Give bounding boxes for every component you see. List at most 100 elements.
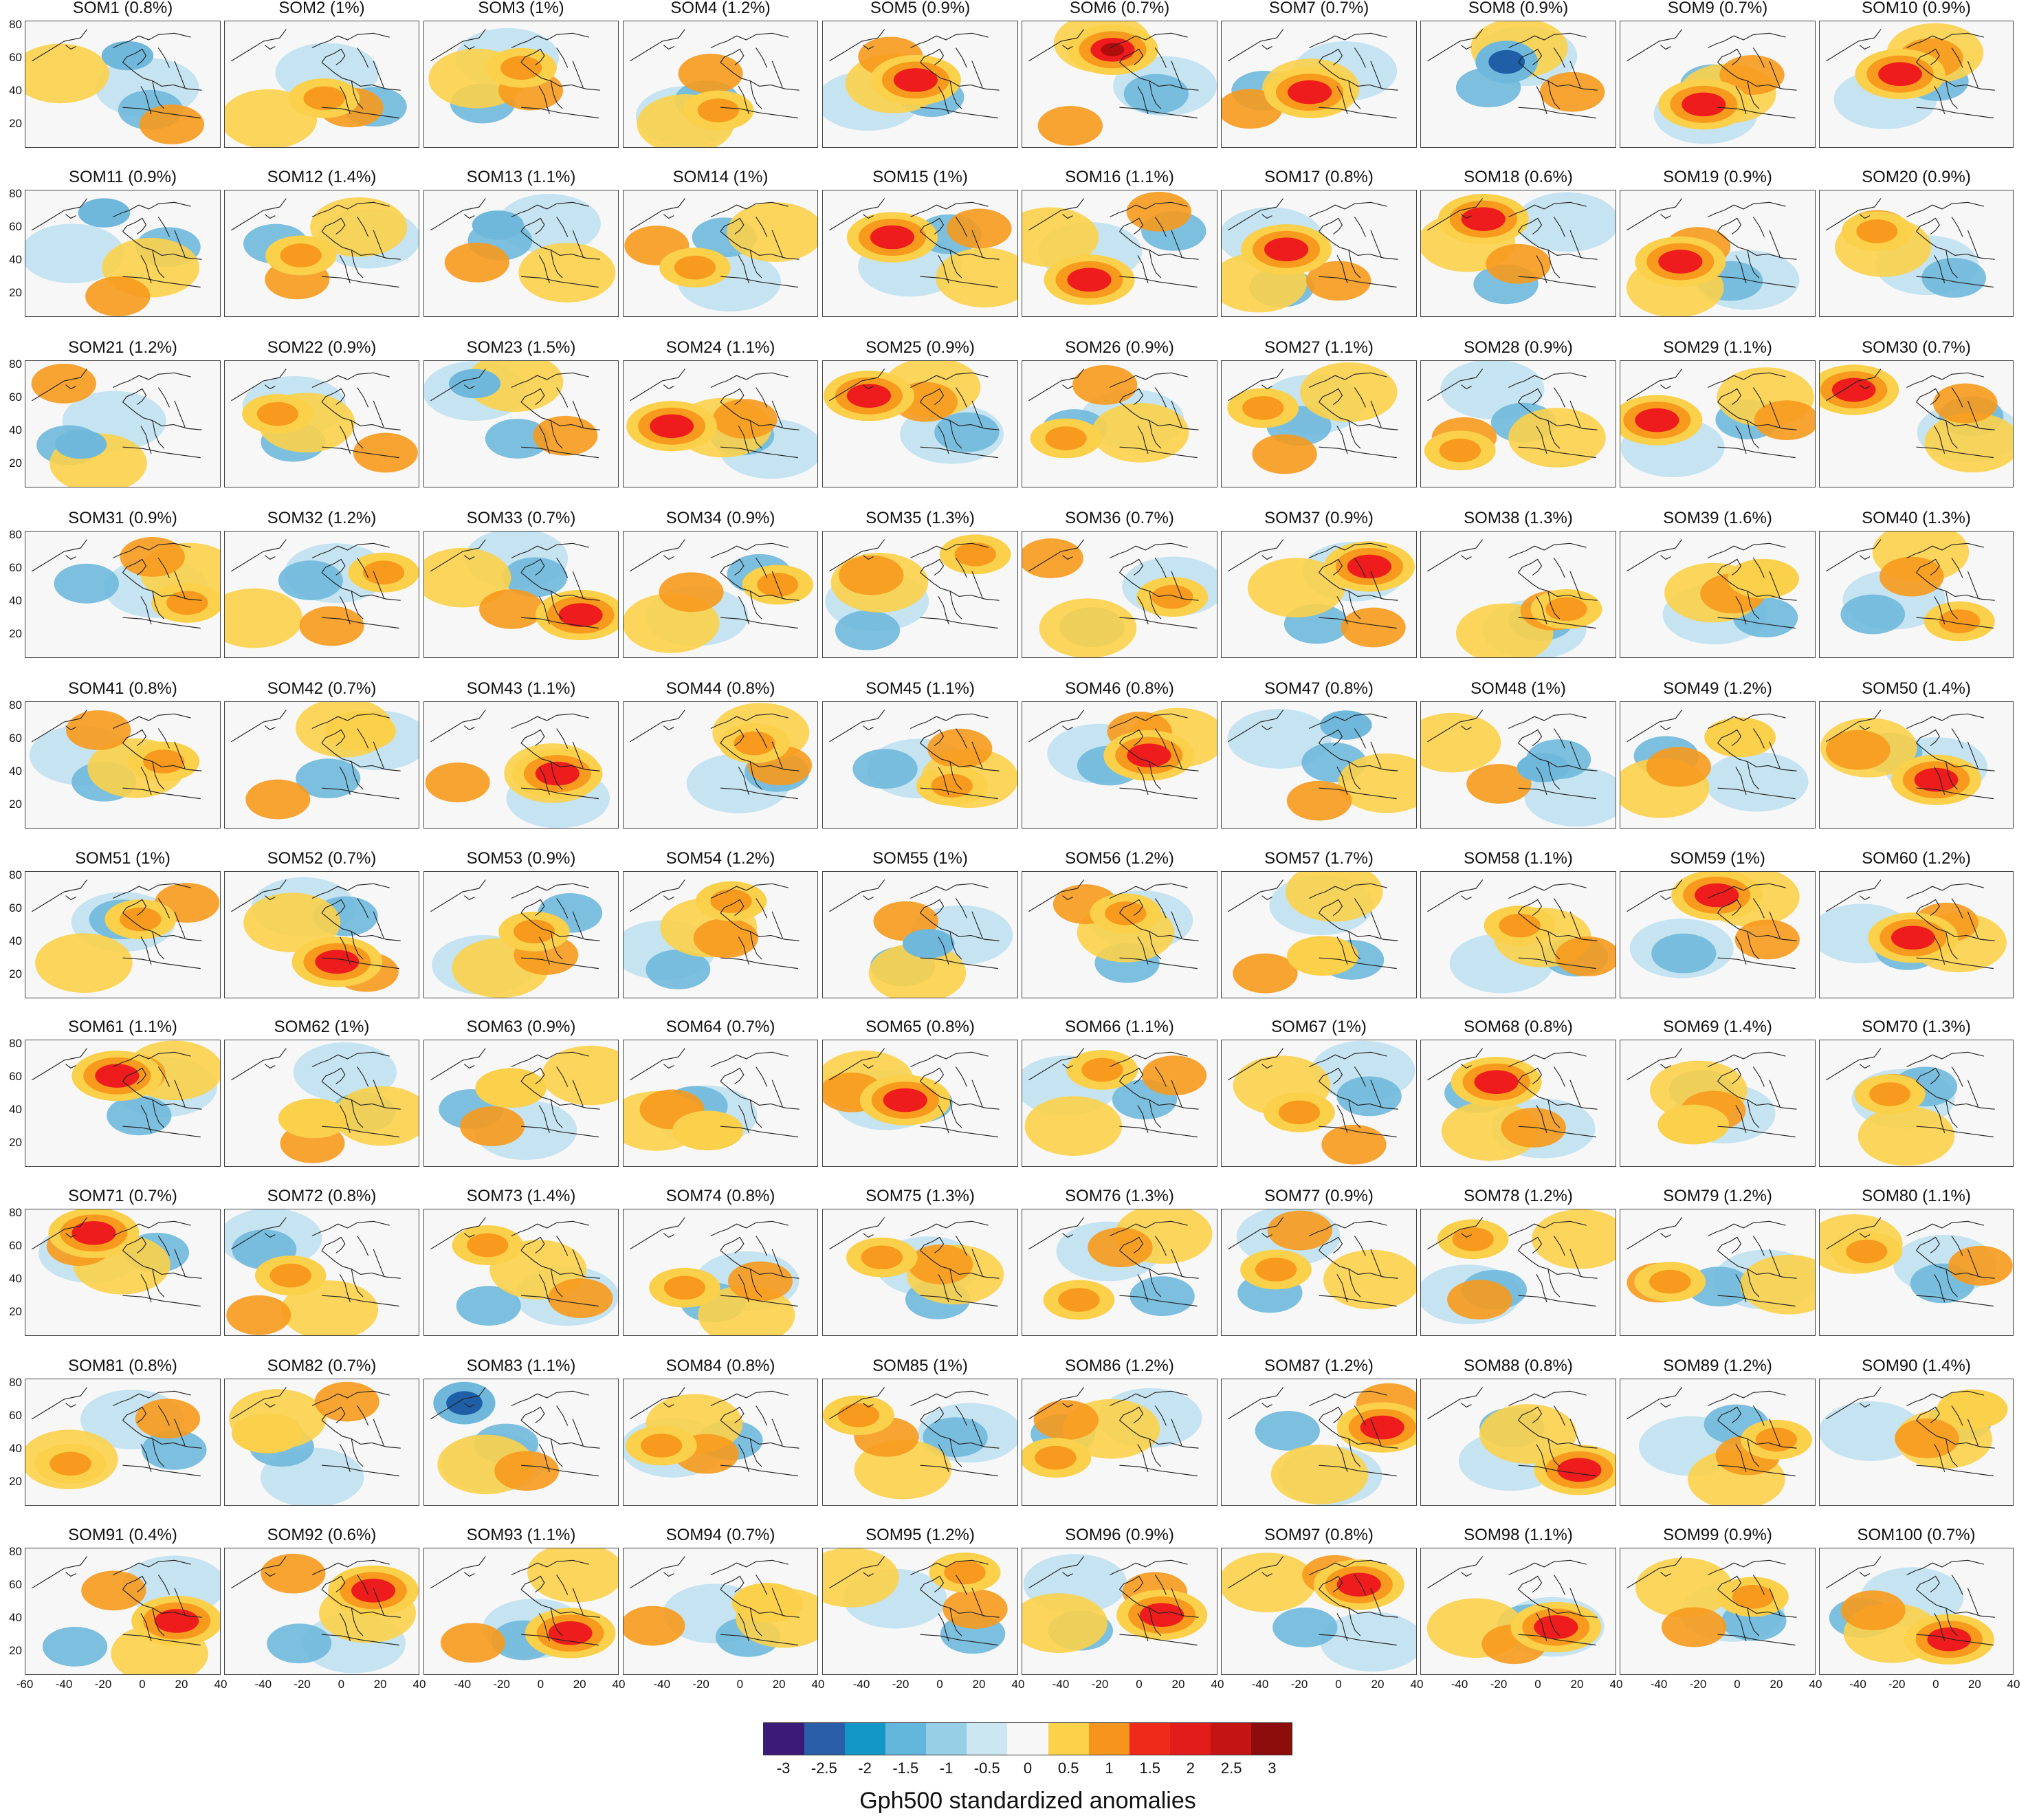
anomaly-contour <box>927 728 993 769</box>
anomaly-field <box>1421 531 1616 657</box>
anomaly-contour <box>1825 730 1891 770</box>
coastline <box>1370 741 1382 769</box>
anomaly-field <box>1222 21 1416 147</box>
som-anomaly-map <box>1022 1209 1217 1336</box>
coastline <box>1119 446 1198 459</box>
coastline <box>1261 555 1272 560</box>
coastline <box>1228 1048 1284 1081</box>
som-panel-title: SOM5 (0.9%) <box>870 0 971 17</box>
coastline <box>971 1588 983 1615</box>
coastline <box>1518 1406 1543 1424</box>
anomaly-field <box>225 1209 419 1335</box>
coastline <box>1916 276 1994 288</box>
x-tick-label: 40 <box>412 1678 426 1691</box>
coastline <box>1110 1220 1188 1237</box>
coastline <box>321 572 401 601</box>
coastline <box>1518 1295 1596 1307</box>
anomaly-contour <box>1286 780 1352 821</box>
coastline <box>572 1588 584 1615</box>
x-tick-label: 0 <box>1136 1678 1143 1691</box>
coastline <box>710 201 789 218</box>
som-panel: SOM20 (0.9%) <box>1819 168 2014 317</box>
som-anomaly-map <box>224 21 419 148</box>
coastline <box>710 1559 789 1576</box>
anomaly-field <box>823 872 1017 998</box>
coastline <box>749 250 762 278</box>
x-tick-label: 20 <box>772 1678 786 1691</box>
coastline <box>1708 201 1786 218</box>
anomaly-field <box>424 190 618 316</box>
coastline <box>955 728 967 749</box>
coastline <box>771 61 783 88</box>
anomaly-contour <box>25 43 109 104</box>
coastline <box>1062 725 1073 731</box>
coastline <box>1967 1079 1979 1107</box>
coastline <box>1859 384 1871 390</box>
coastline <box>65 214 76 219</box>
x-tick-label: 20 <box>972 1678 986 1691</box>
coastline <box>1309 1051 1387 1068</box>
som-panel: SOM2 (1%) <box>224 0 419 148</box>
coastline <box>1110 1559 1188 1576</box>
coastline <box>511 542 589 559</box>
som-panel-title: SOM84 (0.8%) <box>665 1357 775 1375</box>
coastline <box>971 400 983 428</box>
coastline <box>1171 741 1182 769</box>
coastline <box>1660 1403 1671 1408</box>
anomaly-contour <box>1740 1254 1815 1315</box>
coastline <box>1547 80 1561 109</box>
coastline <box>1916 1406 1940 1424</box>
som-panel-title: SOM49 (1.2%) <box>1663 679 1772 698</box>
coastline <box>122 1081 202 1110</box>
coastline <box>1752 217 1765 237</box>
anomaly-contour <box>1255 1410 1320 1451</box>
coastline <box>1119 388 1144 406</box>
coastline <box>520 1236 545 1254</box>
anomaly-field <box>1820 1209 2013 1335</box>
coastline <box>920 1295 998 1307</box>
som-panel: SOM31 (0.9%) 80 60 40 20 <box>9 509 221 658</box>
coastline <box>572 1079 584 1107</box>
colorbar-tick-label: -3 <box>776 1759 791 1777</box>
som-panel: SOM4 (1.2%) <box>623 0 818 148</box>
coastline <box>550 591 563 620</box>
coastline <box>1370 911 1382 939</box>
coastline <box>1859 1064 1871 1069</box>
anomaly-contour <box>518 243 616 303</box>
som-panel-title: SOM50 (1.4%) <box>1862 679 1971 698</box>
anomaly-contour <box>1341 607 1406 648</box>
som-panel-title: SOM91 (0.4%) <box>68 1526 177 1544</box>
som-panel-title: SOM95 (1.2%) <box>866 1526 975 1544</box>
colorbar-legend: -3 -2.5 -2 -1.5 -1 -0.5 0 0.5 1 1.5 2 2.5 3 <box>763 1722 1292 1780</box>
som-anomaly-map <box>25 1040 221 1167</box>
som-anomaly-map <box>1420 701 1616 829</box>
x-tick-label: 0 <box>1932 1678 1939 1691</box>
coastline <box>1354 558 1366 578</box>
som-anomaly-map <box>1221 1209 1417 1336</box>
som-anomaly-map <box>1221 1379 1417 1506</box>
coastline <box>920 62 1000 91</box>
colorbar-tick-label: 0 <box>1023 1759 1033 1777</box>
coastline <box>1946 931 1958 960</box>
coastline <box>1154 558 1167 578</box>
anomaly-contour <box>1879 556 1944 597</box>
anomaly-field <box>225 702 419 828</box>
som-anomaly-map <box>1221 1040 1417 1167</box>
coastline <box>1826 369 1882 402</box>
coastline <box>65 1064 76 1069</box>
coastline <box>1717 558 1742 576</box>
anomaly-contour <box>1651 933 1717 974</box>
coastline <box>1717 787 1796 800</box>
coastline <box>1119 1406 1144 1424</box>
anomaly-contour <box>135 1399 201 1439</box>
coastline <box>720 1236 745 1254</box>
coastline <box>920 1126 998 1138</box>
som-panel-title: SOM62 (1%) <box>274 1018 370 1036</box>
som-panel-title: SOM56 (1.2%) <box>1065 849 1174 868</box>
som-panel: SOM1 (0.8%) 80 60 40 20 <box>9 0 221 148</box>
coastline <box>1348 1608 1361 1636</box>
y-tick-label: 60 <box>9 732 22 745</box>
coastline <box>65 45 76 50</box>
coastline <box>32 198 88 231</box>
coastline <box>430 198 486 231</box>
